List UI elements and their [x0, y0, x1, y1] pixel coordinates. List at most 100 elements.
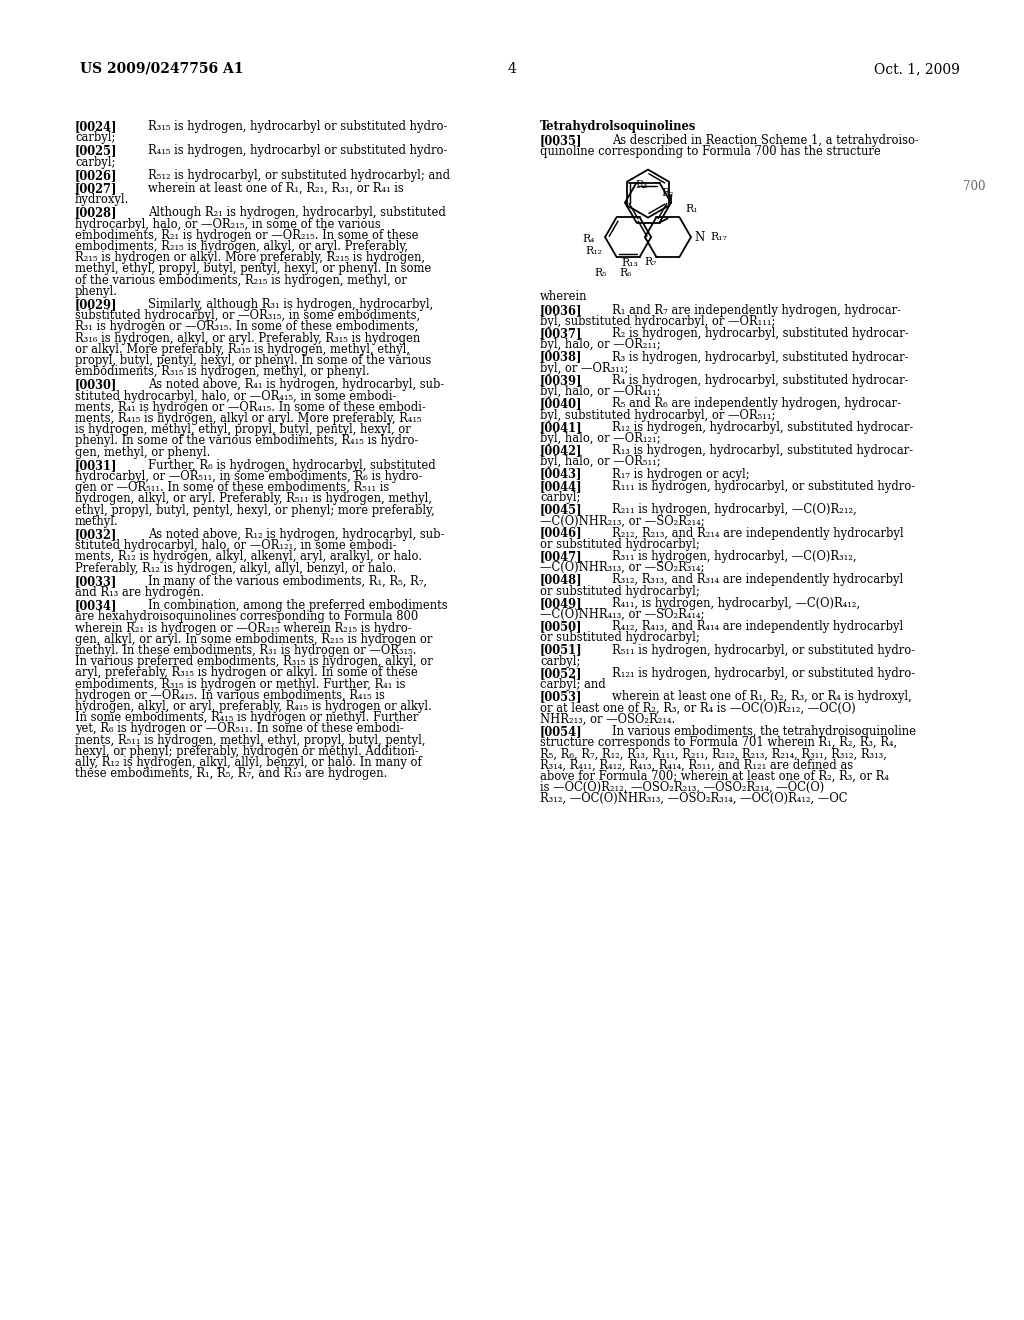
Text: byl, or —OR₃₁₁;: byl, or —OR₃₁₁;	[540, 362, 629, 375]
Text: ally, R₁₂ is hydrogen, alkyl, allyl, benzyl, or halo. In many of: ally, R₁₂ is hydrogen, alkyl, allyl, ben…	[75, 756, 422, 770]
Text: Similarly, although R₃₁ is hydrogen, hydrocarbyl,: Similarly, although R₃₁ is hydrogen, hyd…	[148, 298, 433, 312]
Text: [0053]: [0053]	[540, 690, 583, 704]
Text: hydrogen or —OR₄₁₅. In various embodiments, R₄₁₅ is: hydrogen or —OR₄₁₅. In various embodimen…	[75, 689, 385, 702]
Text: [0037]: [0037]	[540, 327, 583, 341]
Text: carbyl;: carbyl;	[540, 655, 581, 668]
Text: [0026]: [0026]	[75, 169, 118, 182]
Text: R₂₁₁ is hydrogen, hydrocarbyl, —C(O)R₂₁₂,: R₂₁₁ is hydrogen, hydrocarbyl, —C(O)R₂₁₂…	[612, 503, 857, 516]
Text: [0043]: [0043]	[540, 467, 583, 480]
Text: [0027]: [0027]	[75, 182, 118, 195]
Text: hydrogen, alkyl, or aryl. Preferably, R₅₁₁ is hydrogen, methyl,: hydrogen, alkyl, or aryl. Preferably, R₅…	[75, 492, 432, 506]
Text: In combination, among the preferred embodiments: In combination, among the preferred embo…	[148, 599, 447, 612]
Text: R₁₃ is hydrogen, hydrocarbyl, substituted hydrocar-: R₁₃ is hydrogen, hydrocarbyl, substitute…	[612, 445, 913, 457]
Text: or substituted hydrocarbyl;: or substituted hydrocarbyl;	[540, 585, 699, 598]
Text: stituted hydrocarbyl, halo, or —OR₁₂₁, in some embodi-: stituted hydrocarbyl, halo, or —OR₁₂₁, i…	[75, 539, 396, 552]
Text: byl, halo, or —OR₅₁₁;: byl, halo, or —OR₅₁₁;	[540, 455, 660, 469]
Text: or substituted hydrocarbyl;: or substituted hydrocarbyl;	[540, 631, 699, 644]
Text: ments, R₄₁ is hydrogen or —OR₄₁₅. In some of these embodi-: ments, R₄₁ is hydrogen or —OR₄₁₅. In som…	[75, 401, 426, 413]
Text: carbyl;: carbyl;	[75, 131, 116, 144]
Text: byl, halo, or —OR₄₁₁;: byl, halo, or —OR₄₁₁;	[540, 385, 660, 399]
Text: [0044]: [0044]	[540, 479, 583, 492]
Text: [0036]: [0036]	[540, 304, 583, 317]
Text: ments, R₄₁₅ is hydrogen, alkyl or aryl. More preferably, R₄₁₅: ments, R₄₁₅ is hydrogen, alkyl or aryl. …	[75, 412, 422, 425]
Text: Tetrahydrolsoquinolines: Tetrahydrolsoquinolines	[540, 120, 696, 133]
Text: R₅₁₁ is hydrogen, hydrocarbyl, or substituted hydro-: R₅₁₁ is hydrogen, hydrocarbyl, or substi…	[612, 644, 915, 656]
Text: [0025]: [0025]	[75, 144, 118, 157]
Text: In various preferred embodiments, R₃₁₅ is hydrogen, alkyl, or: In various preferred embodiments, R₃₁₅ i…	[75, 655, 433, 668]
Text: —C(O)NHR₂₁₃, or —SO₂R₂₁₄;: —C(O)NHR₂₁₃, or —SO₂R₂₁₄;	[540, 515, 705, 528]
Text: [0034]: [0034]	[75, 599, 118, 612]
Text: embodiments, R₂₁ is hydrogen or —OR₂₁₅. In some of these: embodiments, R₂₁ is hydrogen or —OR₂₁₅. …	[75, 228, 419, 242]
Text: R₅, R₆, R₇, R₁₂, R₁₃, R₁₁₁, R₂₁₁, R₂₁₂, R₂₁₃, R₂₁₄, R₃₁₁, R₃₁₂, R₃₁₃,: R₅, R₆, R₇, R₁₂, R₁₃, R₁₁₁, R₂₁₁, R₂₁₂, …	[540, 747, 887, 760]
Text: embodiments, R₂₁₅ is hydrogen, alkyl, or aryl. Preferably,: embodiments, R₂₁₅ is hydrogen, alkyl, or…	[75, 240, 408, 253]
Text: R₂₁₅ is hydrogen or alkyl. More preferably, R₂₁₅ is hydrogen,: R₂₁₅ is hydrogen or alkyl. More preferab…	[75, 251, 425, 264]
Text: hydrocarbyl, or —OR₅₁₁, in some embodiments, R₆ is hydro-: hydrocarbyl, or —OR₅₁₁, in some embodime…	[75, 470, 422, 483]
Text: R₄: R₄	[583, 234, 595, 244]
Text: quinoline corresponding to Formula 700 has the structure: quinoline corresponding to Formula 700 h…	[540, 145, 881, 158]
Text: methyl. In these embodiments, R₃₁ is hydrogen or —OR₃₁₅.: methyl. In these embodiments, R₃₁ is hyd…	[75, 644, 417, 657]
Text: —C(O)NHR₃₁₃, or —SO₂R₃₁₄;: —C(O)NHR₃₁₃, or —SO₂R₃₁₄;	[540, 561, 705, 574]
Text: R₃₁₂, R₃₁₃, and R₃₁₄ are independently hydrocarbyl: R₃₁₂, R₃₁₃, and R₃₁₄ are independently h…	[612, 573, 903, 586]
Text: are hexahydroisoquinolines corresponding to Formula 800: are hexahydroisoquinolines corresponding…	[75, 610, 418, 623]
Text: [0045]: [0045]	[540, 503, 583, 516]
Text: R₂: R₂	[662, 187, 674, 198]
Text: R₁₇: R₁₇	[710, 232, 727, 242]
Text: ments, R₁₂ is hydrogen, alkyl, alkenyl, aryl, aralkyl, or halo.: ments, R₁₂ is hydrogen, alkyl, alkenyl, …	[75, 550, 422, 564]
Text: [0042]: [0042]	[540, 445, 583, 457]
Text: methyl.: methyl.	[75, 515, 119, 528]
Text: phenyl.: phenyl.	[75, 285, 118, 298]
Text: [0024]: [0024]	[75, 120, 118, 133]
Text: NHR₂₁₃, or —OSO₂R₂₁₄.: NHR₂₁₃, or —OSO₂R₂₁₄.	[540, 713, 675, 726]
Text: R₃ is hydrogen, hydrocarbyl, substituted hydrocar-: R₃ is hydrogen, hydrocarbyl, substituted…	[612, 351, 908, 363]
Text: embodiments, R₃₁₅ is hydrogen or methyl. Further, R₄₁ is: embodiments, R₃₁₅ is hydrogen or methyl.…	[75, 677, 406, 690]
Text: R₇: R₇	[645, 257, 657, 267]
Text: wherein R₂₁ is hydrogen or —OR₂₁₅ wherein R₂₁₅ is hydro-: wherein R₂₁ is hydrogen or —OR₂₁₅ wherei…	[75, 622, 412, 635]
Text: R₃₁₁ is hydrogen, hydrocarbyl, —C(O)R₃₁₂,: R₃₁₁ is hydrogen, hydrocarbyl, —C(O)R₃₁₂…	[612, 550, 856, 564]
Text: carbyl;: carbyl;	[540, 491, 581, 504]
Text: R₅: R₅	[594, 268, 606, 279]
Text: In many of the various embodiments, R₁, R₅, R₇,: In many of the various embodiments, R₁, …	[148, 574, 427, 587]
Text: R₅ and R₆ are independently hydrogen, hydrocar-: R₅ and R₆ are independently hydrogen, hy…	[612, 397, 901, 411]
Text: gen, methyl, or phenyl.: gen, methyl, or phenyl.	[75, 446, 210, 458]
Text: byl, halo, or —OR₁₂₁;: byl, halo, or —OR₁₂₁;	[540, 432, 660, 445]
Text: yet, R₆ is hydrogen or —OR₅₁₁. In some of these embodi-: yet, R₆ is hydrogen or —OR₅₁₁. In some o…	[75, 722, 403, 735]
Text: byl, halo, or —OR₂₁₁;: byl, halo, or —OR₂₁₁;	[540, 338, 660, 351]
Text: R₁₂ is hydrogen, hydrocarbyl, substituted hydrocar-: R₁₂ is hydrogen, hydrocarbyl, substitute…	[612, 421, 913, 434]
Text: above for Formula 700; wherein at least one of R₂, R₃, or R₄: above for Formula 700; wherein at least …	[540, 770, 889, 783]
Text: [0031]: [0031]	[75, 459, 118, 471]
Text: R₄₁₂, R₄₁₃, and R₄₁₄ are independently hydrocarbyl: R₄₁₂, R₄₁₃, and R₄₁₄ are independently h…	[612, 620, 903, 634]
Text: R₁₃: R₁₃	[622, 257, 638, 268]
Text: R₄ is hydrogen, hydrocarbyl, substituted hydrocar-: R₄ is hydrogen, hydrocarbyl, substituted…	[612, 374, 908, 387]
Text: R₃₁ is hydrogen or —OR₃₁₅. In some of these embodiments,: R₃₁ is hydrogen or —OR₃₁₅. In some of th…	[75, 321, 418, 334]
Text: methyl, ethyl, propyl, butyl, pentyl, hexyl, or phenyl. In some: methyl, ethyl, propyl, butyl, pentyl, he…	[75, 263, 431, 276]
Text: wherein at least one of R₁, R₂, R₃, or R₄ is hydroxyl,: wherein at least one of R₁, R₂, R₃, or R…	[612, 690, 911, 704]
Text: R₁₂₁ is hydrogen, hydrocarbyl, or substituted hydro-: R₁₂₁ is hydrogen, hydrocarbyl, or substi…	[612, 667, 915, 680]
Text: R₁₂: R₁₂	[585, 246, 602, 256]
Text: embodiments, R₃₁₅ is hydrogen, methyl, or phenyl.: embodiments, R₃₁₅ is hydrogen, methyl, o…	[75, 366, 370, 379]
Text: ments, R₅₁₁ is hydrogen, methyl, ethyl, propyl, butyl, pentyl,: ments, R₅₁₁ is hydrogen, methyl, ethyl, …	[75, 734, 426, 747]
Text: or at least one of R₂, R₃, or R₄ is —OC(O)R₂₁₂, —OC(O): or at least one of R₂, R₃, or R₄ is —OC(…	[540, 702, 856, 714]
Text: wherein: wherein	[540, 289, 588, 302]
Text: carbyl;: carbyl;	[75, 156, 116, 169]
Text: hexyl, or phenyl; preferably, hydrogen or methyl. Addition-: hexyl, or phenyl; preferably, hydrogen o…	[75, 744, 419, 758]
Text: is —OC(O)R₂₁₂, —OSO₂R₂₁₃, —OSO₂R₂₁₄, —OC(O): is —OC(O)R₂₁₂, —OSO₂R₂₁₃, —OSO₂R₂₁₄, —OC…	[540, 781, 824, 795]
Text: [0046]: [0046]	[540, 527, 583, 540]
Text: Preferably, R₁₂ is hydrogen, alkyl, allyl, benzyl, or halo.: Preferably, R₁₂ is hydrogen, alkyl, ally…	[75, 561, 396, 574]
Text: gen, alkyl, or aryl. In some embodiments, R₂₁₅ is hydrogen or: gen, alkyl, or aryl. In some embodiments…	[75, 632, 432, 645]
Text: wherein at least one of R₁, R₂₁, R₃₁, or R₄₁ is: wherein at least one of R₁, R₂₁, R₃₁, or…	[148, 182, 403, 195]
Text: R₃₁₆ is hydrogen, alkyl, or aryl. Preferably, R₃₁₅ is hydrogen: R₃₁₆ is hydrogen, alkyl, or aryl. Prefer…	[75, 331, 420, 345]
Text: Oct. 1, 2009: Oct. 1, 2009	[874, 62, 961, 77]
Text: R₁₁₁ is hydrogen, hydrocarbyl, or substituted hydro-: R₁₁₁ is hydrogen, hydrocarbyl, or substi…	[612, 479, 915, 492]
Text: [0040]: [0040]	[540, 397, 583, 411]
Text: —C(O)NHR₄₁₃, or —SO₂R₄₁₄;: —C(O)NHR₄₁₃, or —SO₂R₄₁₄;	[540, 609, 705, 620]
Text: structure corresponds to Formula 701 wherein R₁, R₂, R₃, R₄,: structure corresponds to Formula 701 whe…	[540, 737, 897, 750]
Text: R₃₁₂, —OC(O)NHR₃₁₃, —OSO₂R₃₁₄, —OC(O)R₄₁₂, —OC: R₃₁₂, —OC(O)NHR₃₁₃, —OSO₂R₃₁₄, —OC(O)R₄₁…	[540, 792, 848, 805]
Text: As noted above, R₁₂ is hydrogen, hydrocarbyl, sub-: As noted above, R₁₂ is hydrogen, hydroca…	[148, 528, 444, 541]
Text: or alkyl. More preferably, R₃₁₅ is hydrogen, methyl, ethyl,: or alkyl. More preferably, R₃₁₅ is hydro…	[75, 343, 410, 356]
Text: As described in Reaction Scheme 1, a tetrahydroiso-: As described in Reaction Scheme 1, a tet…	[612, 135, 919, 148]
Text: [0030]: [0030]	[75, 379, 118, 392]
Text: R₁ and R₇ are independently hydrogen, hydrocar-: R₁ and R₇ are independently hydrogen, hy…	[612, 304, 901, 317]
Text: US 2009/0247756 A1: US 2009/0247756 A1	[80, 62, 244, 77]
Text: Although R₂₁ is hydrogen, hydrocarbyl, substituted: Although R₂₁ is hydrogen, hydrocarbyl, s…	[148, 206, 445, 219]
Text: [0051]: [0051]	[540, 644, 583, 656]
